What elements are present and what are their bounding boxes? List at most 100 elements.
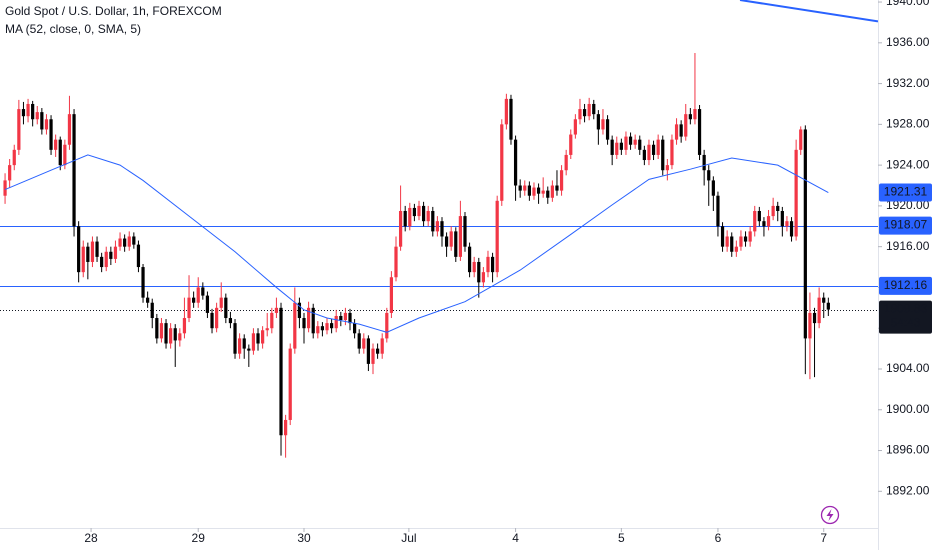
candle-body — [127, 236, 131, 247]
candle-body — [753, 210, 757, 232]
candle-body — [389, 277, 394, 313]
candle-body — [44, 119, 49, 130]
candle-body — [270, 312, 274, 329]
candle-body — [504, 98, 508, 125]
candle-body — [182, 318, 187, 334]
y-tick-label: 1920.00 — [886, 198, 930, 212]
candle-body — [481, 272, 485, 283]
price-label: 1918.07 — [884, 218, 928, 232]
candle-body — [421, 205, 426, 222]
candle-body — [559, 170, 564, 191]
candle-body — [173, 328, 177, 341]
candle-body — [265, 328, 269, 331]
candle-body — [679, 124, 683, 137]
candle-body — [449, 231, 453, 247]
candle-body — [201, 287, 205, 296]
y-tick-label: 1892.00 — [886, 483, 930, 497]
candle-body — [720, 226, 725, 247]
candle-body — [458, 216, 462, 257]
candle-body — [725, 236, 729, 247]
candle-body — [58, 139, 62, 166]
candle-body — [3, 180, 7, 196]
candle-body — [366, 338, 371, 364]
candle-body — [178, 333, 182, 341]
candle-body — [780, 210, 784, 227]
candle-body — [546, 190, 550, 198]
candle-body — [444, 236, 449, 247]
candle-body — [325, 323, 329, 331]
price-label: 1921.31 — [884, 185, 928, 199]
candle-body — [247, 348, 251, 351]
candle-body — [601, 119, 605, 130]
candle-body — [357, 333, 361, 349]
candle-body — [215, 307, 219, 329]
candle-body — [17, 109, 21, 150]
candle-body — [743, 236, 748, 242]
candle-body — [532, 187, 536, 196]
candle-body — [711, 180, 715, 196]
candle-body — [569, 134, 573, 155]
price-label: 1912.16 — [884, 278, 928, 292]
x-tick-label: 30 — [297, 531, 311, 545]
candle-body — [674, 124, 679, 140]
candle-body — [661, 139, 665, 171]
candle-body — [67, 114, 72, 145]
candle-body — [431, 210, 435, 232]
candle-body — [90, 241, 95, 262]
candle-body — [656, 139, 660, 155]
candle-body — [311, 307, 315, 334]
candle-body — [104, 251, 108, 268]
candle-body — [633, 139, 637, 145]
candle-body — [371, 348, 375, 364]
candle-body — [169, 328, 173, 344]
candle-body — [123, 238, 127, 247]
candle-body — [403, 210, 407, 227]
candle-body — [472, 261, 476, 273]
candle-body — [771, 205, 775, 217]
price-label-box — [879, 216, 932, 235]
candle-body — [136, 244, 141, 268]
candle-body — [582, 109, 587, 117]
candle-body — [467, 246, 472, 273]
candle-body — [297, 302, 302, 319]
candle-body — [619, 142, 623, 150]
y-tick-label: 1916.00 — [886, 239, 930, 253]
chart-title: Gold Spot / U.S. Dollar, 1h, FOREXCOM — [5, 4, 222, 18]
candle-body — [426, 210, 430, 222]
candle-body — [334, 315, 338, 329]
candle-body — [279, 307, 283, 436]
candle-body — [118, 238, 122, 247]
candle-body — [196, 287, 200, 303]
x-tick-label: 7 — [820, 531, 827, 545]
candle-body — [624, 136, 628, 150]
y-tick-label: 1900.00 — [886, 402, 930, 416]
candle-body — [150, 302, 154, 319]
candle-body — [242, 338, 246, 349]
replay-icon[interactable] — [820, 505, 840, 525]
candle-body — [21, 109, 26, 117]
candle-body — [486, 256, 490, 273]
candle-body — [596, 114, 600, 130]
candle-body — [408, 207, 412, 227]
candle-body — [63, 144, 67, 166]
x-tick-label: 4 — [512, 531, 519, 545]
candle-body — [495, 200, 499, 273]
candle-body — [146, 297, 150, 303]
candle-body — [730, 236, 734, 252]
y-tick-label: 1896.00 — [886, 443, 930, 457]
x-tick-label: 6 — [715, 531, 722, 545]
candle-body — [766, 216, 771, 227]
candle-body — [734, 246, 738, 252]
candle-body — [808, 312, 812, 339]
candle-body — [417, 205, 421, 217]
candle-body — [757, 210, 761, 222]
candle-body — [288, 348, 292, 420]
candle-body — [500, 124, 504, 201]
candle-body — [490, 256, 495, 273]
candle-body — [77, 226, 81, 273]
candle-body — [251, 333, 256, 351]
candle-body — [72, 114, 76, 227]
candle-body — [697, 109, 702, 155]
candle-body — [615, 142, 619, 155]
candle-body — [707, 170, 711, 181]
